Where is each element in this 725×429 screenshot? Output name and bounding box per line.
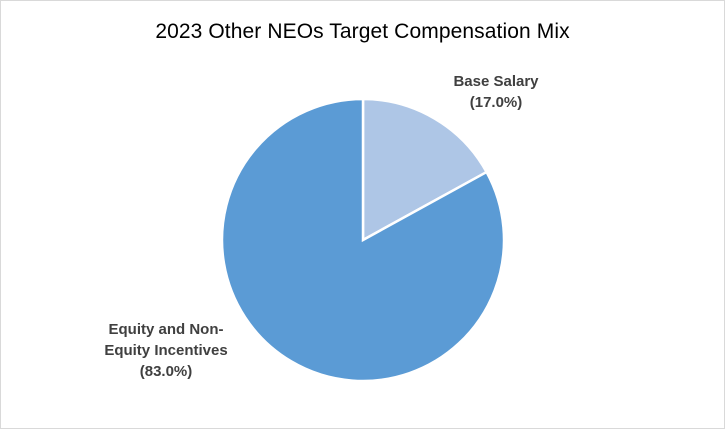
pie-slice-equity-and-non-equity-incentives <box>220 97 506 383</box>
slice-label-equity-incentives: Equity and Non- Equity Incentives (83.0%… <box>81 319 251 382</box>
slice-label-base-salary: Base Salary (17.0%) <box>426 71 566 113</box>
slice-label-equity-incentives-line-3: (83.0%) <box>139 363 193 380</box>
slice-label-base-salary-line-2: (17.0%) <box>469 94 523 111</box>
chart-title: 2023 Other NEOs Target Compensation Mix <box>155 20 570 43</box>
slice-label-equity-incentives-line-2: Equity Incentives <box>104 342 228 359</box>
slice-label-base-salary-line-1: Base Salary <box>453 73 539 90</box>
slice-label-equity-incentives-line-1: Equity and Non- <box>108 321 224 338</box>
pie-slice-base-salary <box>361 97 489 243</box>
